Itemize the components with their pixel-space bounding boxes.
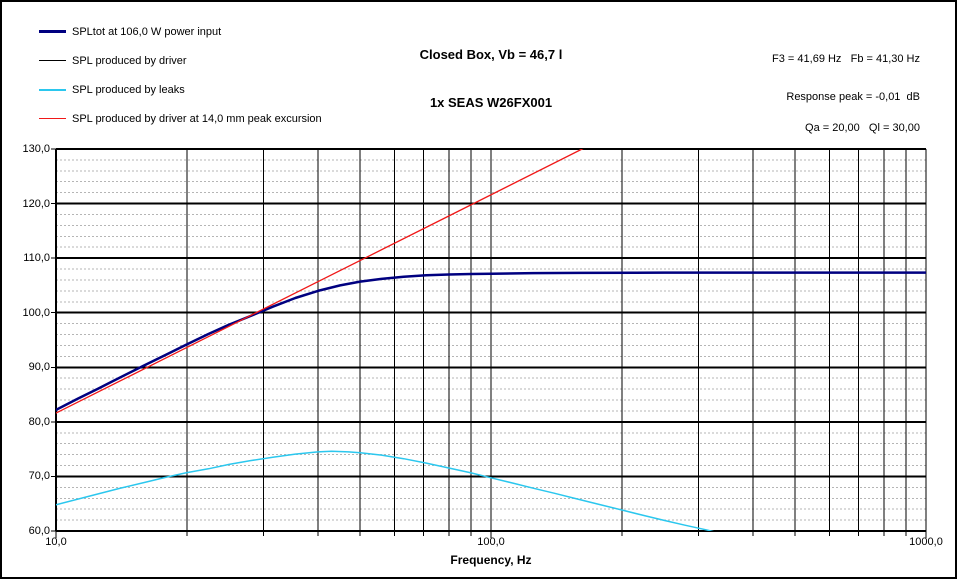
y-tick-label: 60,0 [28,525,50,537]
stat-response-peak: Response peak = -0,01 dB [786,91,920,103]
stat-f3-fb: F3 = 41,69 Hz Fb = 41,30 Hz [772,53,920,65]
y-tick-label: 120,0 [22,197,50,210]
y-tick-label: 80,0 [28,415,50,428]
legend-item-label: SPL produced by leaks [72,83,185,96]
legend-item: SPL produced by driver at 14,0 mm peak e… [39,104,322,133]
curve-spltot-at-106-0-w-power-input [56,271,926,412]
y-tick-label: 70,0 [28,470,50,483]
legend-item: SPL produced by driver [39,46,322,75]
legend-item: SPL produced by leaks [39,75,322,104]
chart-title-line2: 1x SEAS W26FX001 [429,95,553,110]
chart-title-line1: Closed Box, Vb = 46,7 l [419,47,563,62]
legend-line-swatch-spltot [39,30,66,33]
y-tick-label: 130,0 [22,143,50,155]
legend-item-label: SPLtot at 106,0 W power input [72,25,222,38]
legend-item: SPLtot at 106,0 W power input [39,17,322,46]
x-tick-label: 10,0 [45,536,67,548]
x-tick-label: 100,0 [477,536,505,548]
legend-line-swatch-leaks [39,88,66,91]
y-tick-label: 90,0 [28,361,50,374]
legend-item-label: SPL produced by driver at 14,0 mm peak e… [72,112,322,125]
chart-title: Closed Box, Vb = 46,7 l 1x SEAS W26FX001 [291,15,691,143]
y-tick-label: 100,0 [22,306,50,319]
x-axis-title: Frequency, Hz [450,553,532,567]
legend-line-swatch-driver [39,60,66,61]
curve-spl-produced-by-leaks [56,450,715,531]
legend: SPLtot at 106,0 W power input SPL produc… [39,17,322,133]
legend-item-label: SPL produced by driver [72,54,187,67]
y-tick-label: 110,0 [23,252,50,265]
x-tick-label: 1000,0 [909,536,943,548]
curve-spl-produced-by-driver-at-14-0-mm-peak-excursion [56,149,584,414]
stat-qa-ql: Qa = 20,00 Ql = 30,00 [805,122,920,134]
legend-line-swatch-excursion [39,118,66,119]
